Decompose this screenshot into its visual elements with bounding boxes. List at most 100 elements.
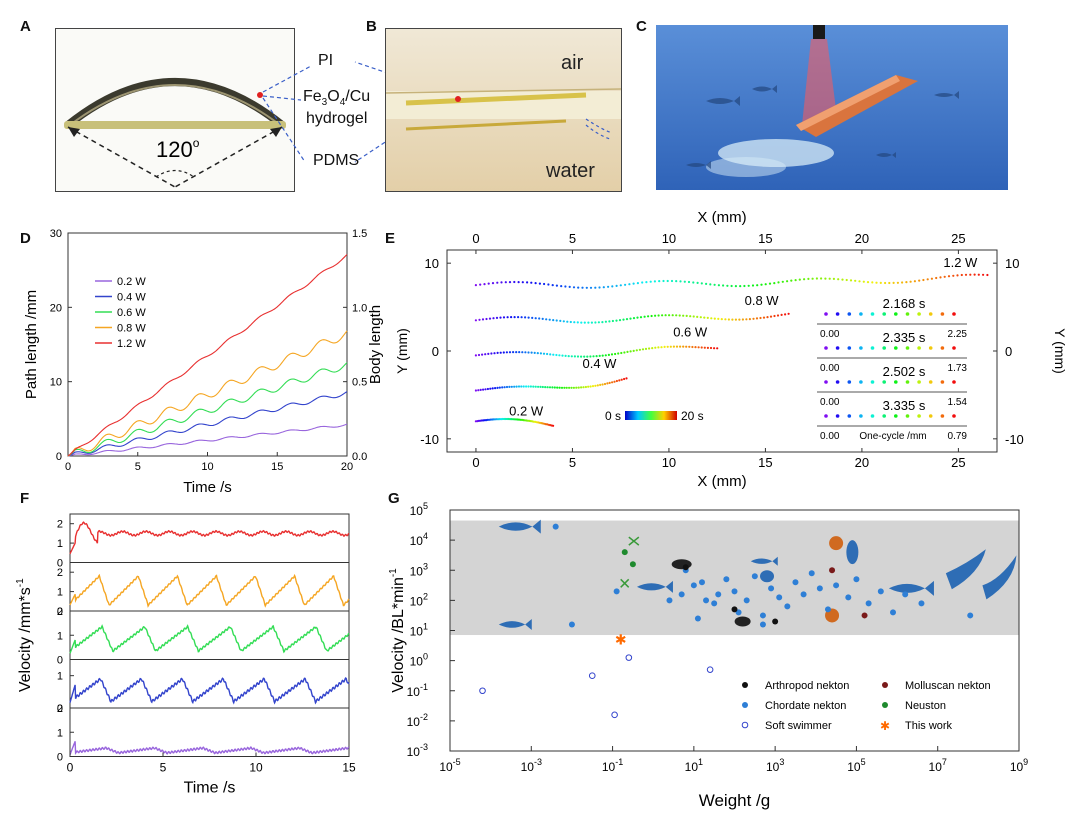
label-pi: PI: [318, 52, 334, 69]
e-trajectory-point: [526, 281, 529, 284]
e-trajectory-point: [580, 386, 583, 389]
g-point-chordate: [715, 591, 722, 598]
g-point-soft-swimmer: [479, 687, 486, 695]
e-inset-dot: [870, 414, 875, 418]
d-legend-label: 0.2 W: [117, 276, 146, 288]
e-trajectory-point: [943, 275, 946, 278]
e-inset-end: 1.73: [948, 363, 968, 374]
e-inset-dot: [870, 312, 875, 316]
e-trajectory-point: [689, 315, 692, 318]
e-trajectory-point: [871, 281, 874, 284]
e-trajectory-point: [515, 351, 518, 354]
e-inset-dot: [928, 380, 933, 384]
e-trajectory-point: [488, 317, 492, 320]
angle-arc: [155, 169, 195, 178]
f-xtick-label: 15: [342, 761, 356, 775]
g-turtle-silhouette-icon: [760, 570, 775, 583]
e-inset-dot: [952, 380, 956, 384]
e-trajectory-point: [541, 317, 544, 320]
e-inset-dot: [894, 380, 898, 384]
e-inset-dot: [835, 414, 840, 418]
e-trajectory-point: [615, 319, 618, 322]
e-inset-dot: [894, 312, 898, 316]
e-trajectory-point: [576, 355, 580, 358]
panel-label-b: B: [366, 18, 377, 35]
e-trajectory-point: [683, 280, 686, 283]
e-ytick-label-left: 10: [425, 256, 439, 271]
d-xtick-label: 10: [201, 461, 213, 473]
e-inset-dot: [905, 346, 910, 350]
e-trajectory-point: [675, 314, 678, 317]
e-trajectory-point: [499, 316, 502, 319]
e-trajectory-point: [515, 385, 518, 388]
e-trajectory-point: [641, 281, 644, 284]
g-point-soft-swimmer: [706, 666, 714, 673]
fish-5-icon: [876, 152, 896, 158]
angle-line-left: [67, 126, 176, 188]
e-trajectory-point: [884, 281, 887, 285]
f-ytick-label: 2: [57, 606, 63, 618]
f-ytick-label: 0: [57, 703, 63, 715]
e-trajectory-point: [510, 385, 513, 388]
e-inset-dot: [859, 414, 863, 418]
e-trajectory-point: [602, 286, 605, 289]
e-trajectory-point: [756, 284, 759, 287]
e-trajectory-point: [487, 352, 490, 355]
e-trajectory-point: [720, 318, 723, 321]
e-trajectory-point: [604, 354, 607, 357]
e-trajectory-point: [601, 354, 604, 357]
e-trajectory-point: [773, 282, 776, 285]
e-trajectory-point: [773, 314, 776, 318]
label-water: water: [545, 160, 595, 182]
e-trajectory-point: [858, 280, 861, 283]
e-trajectory-point: [666, 279, 669, 283]
e-trajectory-point: [576, 321, 579, 324]
g-point-molluscan: [861, 612, 868, 619]
arrowhead-right: [270, 127, 282, 137]
d-ytick-label: 10: [50, 377, 62, 389]
laser-source: [813, 25, 825, 39]
laser-beam: [802, 39, 838, 125]
e-trajectory-point: [717, 284, 720, 287]
e-trajectory-point: [663, 345, 666, 348]
e-trajectory-point: [533, 351, 536, 354]
e-trajectory-point: [517, 281, 520, 284]
e-trajectory-point: [682, 314, 685, 317]
e-trajectory-point: [573, 321, 576, 324]
e-trajectory-point: [687, 280, 691, 284]
e-trajectory-point: [901, 281, 904, 284]
e-trajectory-point: [811, 277, 814, 280]
e-trajectory-point: [935, 276, 938, 280]
g-ytick-label: 104: [410, 531, 428, 548]
g-penguin-silhouette-icon: [846, 540, 859, 565]
f-velocity-line: [69, 521, 350, 555]
e-trajectory-point: [594, 384, 597, 387]
e-trajectory-point: [694, 346, 697, 349]
e-series-label: 0.6 W: [673, 325, 708, 340]
g-point-soft-swimmer: [611, 711, 618, 719]
d-xlabel: Time /s: [183, 479, 232, 496]
g-xtick-label: 10-1: [602, 757, 623, 774]
d-series-line: [67, 423, 348, 457]
e-trajectory-point: [675, 280, 678, 283]
g-xtick-label: 103: [766, 757, 784, 774]
e-trajectory-point: [590, 321, 593, 324]
d-series-line: [67, 254, 348, 457]
e-trajectory-point: [477, 353, 481, 357]
e-trajectory-point: [548, 386, 552, 389]
e-trajectory-point: [587, 321, 590, 324]
e-trajectory-point: [688, 345, 691, 348]
e-inset-dot: [847, 346, 852, 350]
g-legend-marker: [742, 682, 748, 688]
photo-a-arched-robot: 120o: [55, 28, 295, 192]
e-trajectory-point: [496, 386, 499, 389]
e-xtick-label-top: 25: [951, 231, 965, 246]
e-inset-dot: [870, 346, 875, 350]
e-trajectory-point: [552, 424, 555, 427]
e-trajectory-point: [739, 285, 742, 288]
label-fe3o4-cu: Fe3O4/Cu: [303, 88, 371, 109]
e-trajectory-point: [854, 279, 857, 282]
e-inset-dot: [835, 312, 840, 316]
e-trajectory-point: [474, 354, 477, 357]
